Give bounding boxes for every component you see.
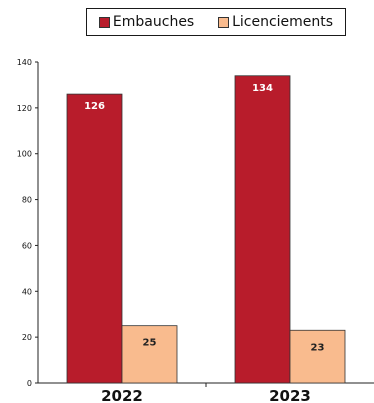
x-tick-label: 2022	[101, 387, 143, 403]
legend-swatch-embauches	[98, 16, 110, 28]
legend-item-licenciements: Licenciements	[218, 14, 333, 30]
x-tick-label: 2023	[269, 387, 311, 403]
bar-licenciements-2022	[121, 325, 178, 384]
data-label: 126	[84, 101, 105, 112]
data-label: 23	[311, 342, 325, 353]
y-tick-label: 40	[22, 287, 32, 296]
bar-embauches-2023	[234, 75, 291, 384]
y-tick-label: 20	[22, 333, 32, 342]
bar-licenciements-2023	[289, 329, 346, 384]
chart-legend: Embauches Licenciements	[86, 8, 346, 36]
legend-label-licenciements: Licenciements	[232, 14, 334, 30]
y-tick-label: 120	[17, 104, 32, 113]
bar-embauches-2022	[66, 93, 123, 384]
legend-label-embauches: Embauches	[112, 14, 195, 30]
y-tick-label: 80	[22, 196, 32, 205]
y-tick-label: 0	[27, 379, 32, 388]
y-tick-label: 100	[17, 150, 32, 159]
y-tick-label: 140	[17, 58, 32, 67]
legend-item-embauches: Embauches	[98, 14, 195, 30]
data-label: 25	[143, 338, 157, 349]
data-label: 134	[252, 83, 273, 94]
y-tick-label: 60	[22, 241, 32, 250]
legend-swatch-licenciements	[218, 16, 230, 28]
